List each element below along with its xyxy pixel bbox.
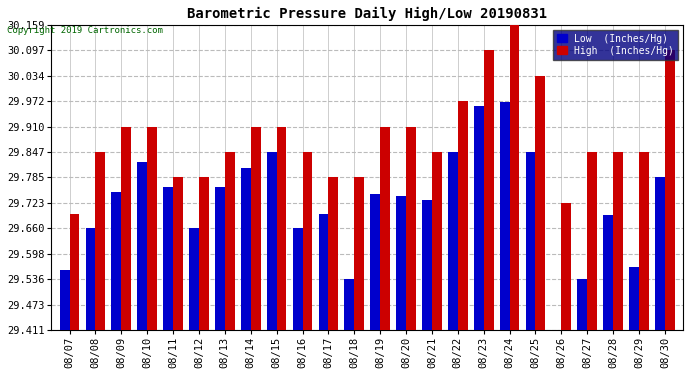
Bar [112, 192, 121, 330]
Bar [474, 106, 484, 330]
Bar [526, 152, 535, 330]
Bar [406, 126, 416, 330]
Bar [458, 101, 468, 330]
Bar [562, 203, 571, 330]
Bar [510, 25, 520, 330]
Bar [380, 126, 390, 330]
Bar [432, 152, 442, 330]
Bar [319, 214, 328, 330]
Bar [293, 228, 302, 330]
Bar [629, 267, 639, 330]
Bar [500, 102, 510, 330]
Bar [448, 152, 458, 330]
Bar [578, 279, 587, 330]
Bar [639, 152, 649, 330]
Bar [70, 214, 79, 330]
Legend: Low  (Inches/Hg), High  (Inches/Hg): Low (Inches/Hg), High (Inches/Hg) [553, 30, 678, 60]
Bar [164, 187, 173, 330]
Bar [267, 152, 277, 330]
Bar [147, 126, 157, 330]
Bar [587, 152, 597, 330]
Bar [396, 196, 406, 330]
Bar [484, 50, 493, 330]
Bar [199, 177, 209, 330]
Bar [535, 76, 545, 330]
Bar [422, 200, 432, 330]
Bar [173, 177, 183, 330]
Bar [613, 152, 623, 330]
Title: Barometric Pressure Daily High/Low 20190831: Barometric Pressure Daily High/Low 20190… [187, 7, 547, 21]
Bar [95, 152, 106, 330]
Text: Copyright 2019 Cartronics.com: Copyright 2019 Cartronics.com [7, 26, 163, 35]
Bar [328, 177, 338, 330]
Bar [225, 152, 235, 330]
Bar [121, 126, 131, 330]
Bar [250, 126, 261, 330]
Bar [189, 228, 199, 330]
Bar [665, 50, 675, 330]
Bar [344, 279, 354, 330]
Bar [371, 194, 380, 330]
Bar [137, 162, 147, 330]
Bar [655, 177, 665, 330]
Bar [277, 126, 286, 330]
Bar [241, 168, 250, 330]
Bar [354, 177, 364, 330]
Bar [86, 228, 95, 330]
Bar [59, 270, 70, 330]
Bar [302, 152, 313, 330]
Bar [603, 215, 613, 330]
Bar [215, 187, 225, 330]
